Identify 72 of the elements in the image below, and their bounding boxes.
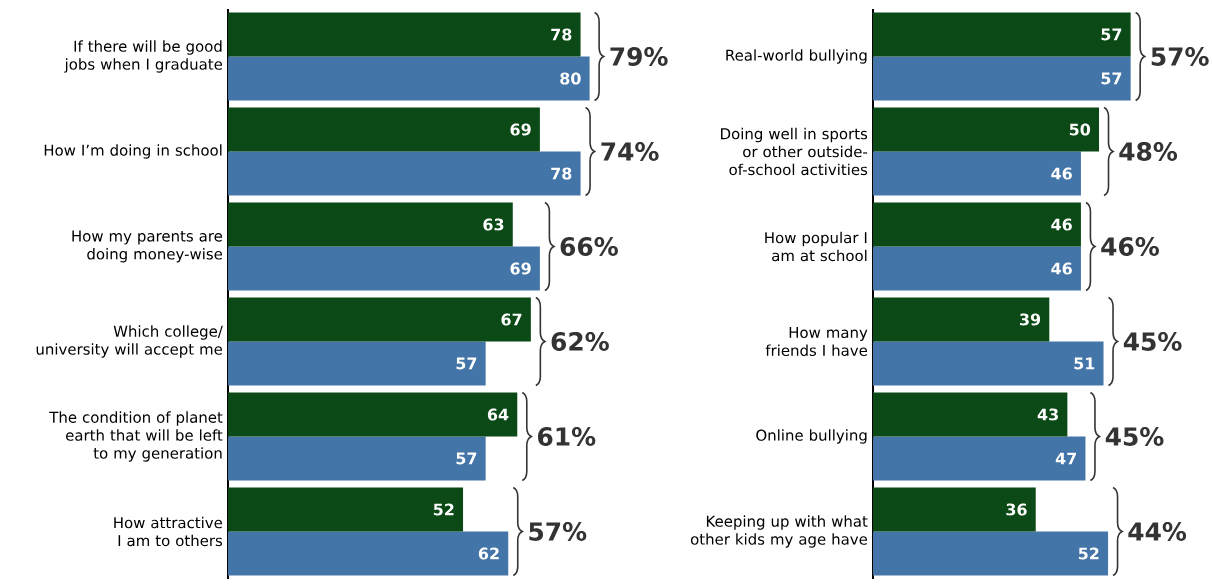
data-label: 57 bbox=[456, 452, 477, 465]
y-tick-label: Which college/ university will accept me bbox=[36, 325, 223, 358]
text: 79% bbox=[610, 47, 668, 66]
bar bbox=[228, 202, 513, 247]
data-label: 57 bbox=[1101, 72, 1122, 85]
data-label: 80 bbox=[560, 72, 581, 85]
data-label: 62 bbox=[478, 547, 499, 560]
y-tick-label: Keeping up with what other kids my age have bbox=[690, 515, 868, 548]
bar bbox=[873, 246, 1081, 291]
data-label: 46 bbox=[1051, 167, 1072, 180]
bar bbox=[873, 531, 1109, 576]
data-label: 46 bbox=[1051, 218, 1072, 231]
data-label: 69 bbox=[510, 262, 531, 275]
data-label: 50 bbox=[1069, 123, 1091, 136]
bar bbox=[228, 531, 509, 576]
y-tick-label: Doing well in sports or other outside-of-school activities bbox=[721, 127, 868, 176]
data-label: 57 bbox=[456, 357, 477, 370]
bar bbox=[228, 151, 581, 196]
y-tick-label: How attractive I am to others bbox=[114, 516, 223, 547]
data-label: 52 bbox=[1078, 547, 1099, 560]
bar bbox=[873, 202, 1081, 247]
annotation: 62% bbox=[551, 332, 609, 351]
y-tick-label: Online bullying bbox=[756, 429, 867, 444]
data-label: 39 bbox=[1019, 313, 1041, 326]
data-label: 69 bbox=[510, 123, 531, 136]
bar bbox=[873, 341, 1104, 386]
bar bbox=[228, 297, 531, 342]
data-label: 64 bbox=[487, 408, 509, 421]
bar bbox=[873, 392, 1068, 437]
data-label: 78 bbox=[551, 167, 572, 180]
bar bbox=[228, 107, 540, 152]
data-label: 51 bbox=[1074, 357, 1095, 370]
bar bbox=[228, 487, 464, 532]
bar bbox=[873, 297, 1050, 342]
data-label: 43 bbox=[1037, 408, 1058, 421]
y-tick-label: How popular I am at school bbox=[765, 231, 867, 262]
y-tick-label: Real-world bullying bbox=[726, 49, 867, 64]
data-label: 46 bbox=[1051, 262, 1072, 275]
annotation: 61% bbox=[538, 427, 596, 446]
bar bbox=[228, 436, 486, 481]
bar bbox=[873, 436, 1086, 481]
data-label: 57 bbox=[1101, 28, 1122, 41]
data-label: 78 bbox=[551, 28, 572, 41]
y-tick-label: If there will be good jobs when I graduate bbox=[64, 40, 223, 73]
annotation: 45% bbox=[1105, 427, 1164, 446]
data-label: 63 bbox=[483, 218, 504, 231]
bar bbox=[873, 151, 1081, 196]
annotation: 66% bbox=[560, 237, 618, 256]
text: 57% bbox=[1151, 47, 1209, 66]
y-tick-label: The condition of planet earth that will be left to my generation bbox=[49, 411, 223, 462]
y-tick-label: How my parents are doing money-wise bbox=[72, 230, 223, 263]
bar bbox=[873, 107, 1100, 152]
data-label: 67 bbox=[501, 313, 522, 326]
bar bbox=[873, 12, 1131, 57]
bar bbox=[228, 341, 486, 386]
bar bbox=[228, 12, 581, 57]
bar bbox=[228, 392, 518, 437]
bar bbox=[873, 487, 1036, 532]
bar bbox=[873, 56, 1131, 101]
data-label: 36 bbox=[1006, 503, 1027, 516]
bar bbox=[228, 246, 540, 291]
bar bbox=[228, 56, 590, 101]
text: 74% bbox=[601, 142, 659, 161]
annotation: 48% bbox=[1119, 142, 1178, 161]
y-tick-label: How I’m doing in school bbox=[44, 144, 222, 159]
annotation: 57% bbox=[529, 522, 587, 541]
data-label: 52 bbox=[433, 503, 454, 516]
annotation: 44% bbox=[1128, 522, 1187, 541]
annotation: 45% bbox=[1123, 332, 1182, 351]
data-label: 47 bbox=[1055, 452, 1077, 465]
annotation: 46% bbox=[1101, 237, 1159, 256]
y-tick-label: How many friends I have bbox=[765, 326, 868, 357]
